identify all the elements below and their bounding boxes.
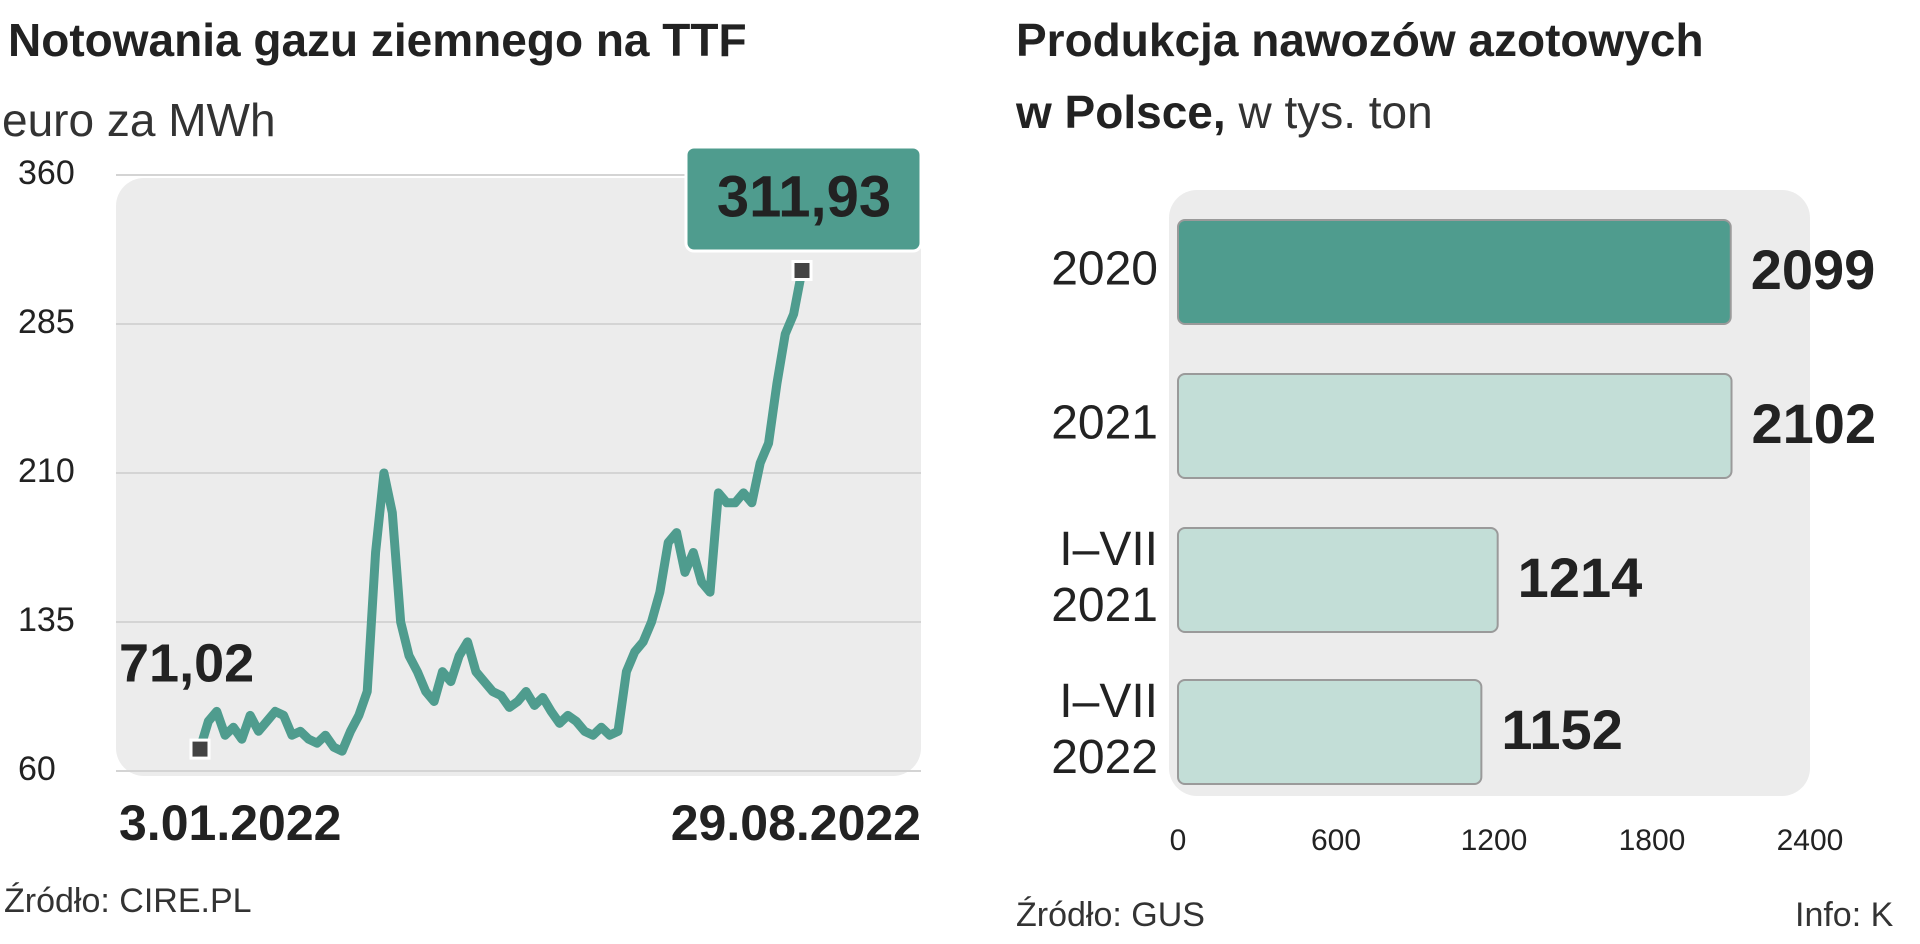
- bar-title: Produkcja nawozów azotowych w Polsce,: [1016, 14, 1704, 138]
- category-label: 2020: [1051, 243, 1158, 296]
- category-label: 2021: [1051, 397, 1158, 450]
- y-tick-label: 210: [18, 452, 75, 490]
- value-label: 2102: [1752, 392, 1877, 455]
- y-tick-label: 360: [18, 154, 75, 192]
- x-tick-label: 0: [1170, 824, 1187, 857]
- x-tick-label: 1200: [1461, 824, 1528, 857]
- value-label: 71,02: [119, 633, 254, 693]
- line-title: Notowania gazu ziemnego na TTF: [8, 14, 747, 66]
- bar: [1177, 679, 1483, 785]
- credit: Info: K: [1795, 896, 1894, 934]
- value-label: 1152: [1501, 698, 1623, 761]
- line: [195, 269, 807, 756]
- bar-plot-bg: [1169, 190, 1810, 796]
- point-marker: [791, 259, 813, 281]
- line-plot-bg: [116, 178, 921, 776]
- value-label: 2099: [1751, 238, 1876, 301]
- value-label: 311,93: [717, 164, 891, 229]
- bar-title-block: Produkcja nawozów azotowych w Polsce, w …: [1016, 4, 1726, 148]
- y-tick-label: 135: [18, 601, 75, 639]
- y-tick-label: 60: [18, 750, 56, 788]
- value-label-box: [684, 145, 923, 253]
- bar: [1177, 219, 1732, 325]
- bar-source: Źródło: GUS: [1016, 896, 1205, 934]
- category-label: I–VII 2021: [1051, 523, 1158, 632]
- bar-subtitle: w tys. ton: [1238, 86, 1433, 138]
- x-tick-label: 600: [1311, 824, 1361, 857]
- line-source: Źródło: CIRE.PL: [4, 882, 252, 920]
- x-tick-label: 29.08.2022: [671, 795, 921, 851]
- point-marker: [189, 738, 211, 760]
- y-tick-label: 285: [18, 303, 75, 341]
- bar: [1177, 373, 1733, 479]
- x-tick-label: 2400: [1777, 824, 1844, 857]
- value-label: 1214: [1518, 546, 1643, 609]
- x-tick-label: 1800: [1619, 824, 1686, 857]
- x-tick-label: 3.01.2022: [119, 795, 341, 851]
- bar: [1177, 527, 1499, 633]
- category-label: I–VII 2022: [1051, 675, 1158, 784]
- line-subtitle: euro za MWh: [2, 94, 276, 146]
